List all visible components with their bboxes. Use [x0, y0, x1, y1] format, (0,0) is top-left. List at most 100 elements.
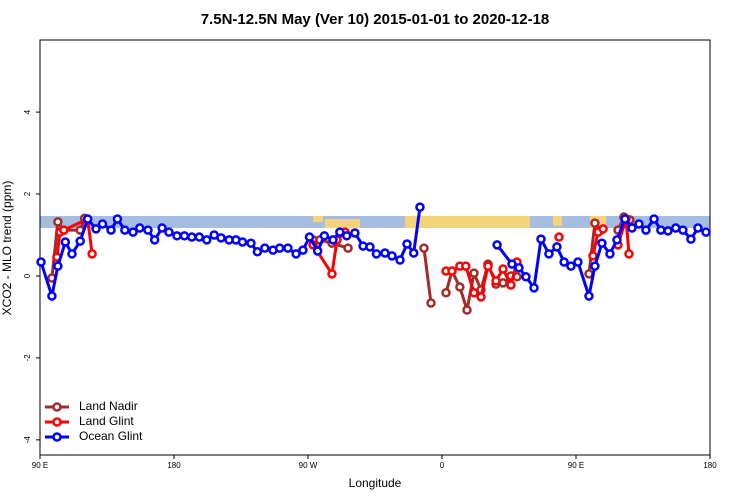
data-point — [498, 264, 508, 274]
y-tick-label: -2 — [23, 354, 32, 362]
x-tick-label: 90 E — [568, 461, 584, 470]
data-point — [53, 217, 63, 227]
data-point — [75, 236, 85, 246]
data-point — [312, 246, 323, 256]
data-point — [469, 268, 479, 278]
data-point — [371, 249, 382, 259]
data-point — [693, 223, 703, 233]
legend-label: Land Nadir — [79, 399, 138, 413]
data-point — [128, 227, 138, 237]
plot-frame — [39, 39, 711, 456]
data-point — [590, 261, 600, 271]
x-axis-label: Longitude — [349, 476, 402, 490]
legend-label: Land Glint — [79, 414, 134, 428]
x-tick-label: 90 E — [32, 461, 48, 470]
x-tick-label: 180 — [703, 461, 717, 470]
map-strip — [40, 216, 710, 228]
data-point — [426, 298, 436, 308]
data-point — [120, 225, 130, 235]
y-axis-label: XCO2 - MLO trend (ppm) — [0, 181, 14, 316]
data-point — [597, 238, 607, 248]
data-point — [179, 231, 190, 241]
data-point — [327, 269, 337, 279]
data-point — [476, 292, 486, 302]
data-point — [298, 245, 308, 255]
data-point — [573, 257, 583, 267]
data-point — [97, 219, 108, 229]
data-point — [491, 276, 501, 286]
data-point — [143, 225, 153, 235]
legend-marker — [52, 402, 62, 412]
data-point — [641, 225, 651, 235]
data-point — [157, 223, 167, 233]
data-point — [343, 243, 353, 253]
data-point — [246, 238, 256, 248]
data-point — [483, 261, 493, 271]
data-point — [187, 232, 197, 242]
data-point — [469, 288, 479, 298]
data-point — [447, 266, 457, 276]
data-point — [36, 257, 46, 267]
data-point — [514, 263, 524, 273]
data-point — [365, 242, 375, 252]
land-patch — [553, 216, 562, 226]
data-point — [106, 225, 116, 235]
data-point — [202, 235, 212, 245]
data-point — [649, 214, 659, 224]
legend-marker — [52, 417, 62, 427]
data-point — [319, 231, 330, 241]
data-point — [274, 243, 285, 253]
data-point — [566, 261, 576, 271]
data-point — [408, 248, 419, 258]
data-point — [419, 243, 429, 253]
data-point — [441, 288, 451, 298]
data-point — [87, 249, 97, 259]
data-point — [544, 249, 554, 259]
data-point — [678, 225, 688, 235]
data-point — [59, 225, 69, 235]
data-point — [554, 232, 564, 242]
data-point — [283, 243, 293, 253]
data-point — [350, 228, 360, 238]
series-line — [422, 247, 433, 304]
data-point — [387, 251, 397, 261]
data-point — [395, 255, 405, 265]
chart-title: 7.5N-12.5N May (Ver 10) 2015-01-01 to 20… — [201, 11, 550, 28]
data-point — [627, 223, 637, 233]
data-point — [252, 247, 263, 257]
data-point — [291, 249, 301, 259]
data-point — [149, 235, 160, 245]
land-patch — [325, 219, 360, 228]
data-point — [194, 232, 205, 242]
data-point — [656, 225, 666, 235]
data-point — [82, 214, 93, 224]
data-point — [67, 249, 77, 259]
data-point — [701, 227, 711, 237]
data-point — [304, 232, 315, 242]
land-patch — [405, 216, 530, 228]
data-point — [590, 218, 600, 228]
y-tick-label: -4 — [23, 436, 32, 444]
data-point — [598, 224, 608, 234]
data-point — [260, 243, 270, 253]
data-point — [415, 202, 425, 212]
y-tick-label: 4 — [23, 109, 32, 114]
ocean-band — [40, 216, 710, 228]
data-point — [559, 257, 569, 267]
data-point — [663, 226, 673, 236]
data-point — [686, 234, 696, 244]
data-point — [552, 242, 562, 252]
data-point — [461, 261, 471, 271]
data-point — [172, 231, 182, 241]
data-point — [402, 239, 412, 249]
data-point — [521, 272, 531, 282]
data-point — [605, 249, 615, 259]
legend-marker — [52, 432, 62, 442]
data-point — [135, 223, 145, 233]
data-point — [506, 280, 516, 290]
data-point — [612, 235, 622, 245]
data-point — [164, 227, 174, 237]
data-point — [588, 251, 598, 261]
data-point — [634, 219, 644, 229]
